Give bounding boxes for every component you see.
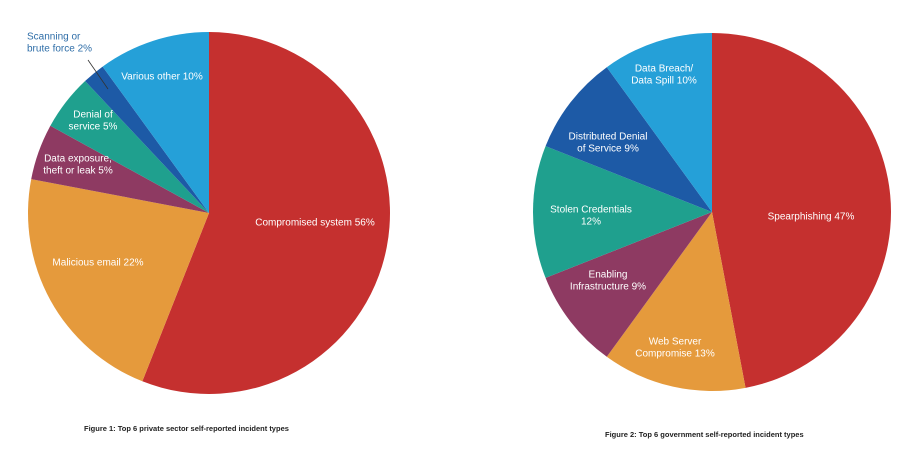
pie-slice-enabling-infrastructure-9	[545, 212, 712, 357]
pie-slice-web-server-compromise-13	[606, 212, 746, 391]
slice-label-data-exposure-theft-or-leak-5: Data exposure, theft or leak 5%	[43, 154, 113, 177]
slice-label-spearphishing-47: Spearphishing 47%	[768, 212, 855, 223]
slice-label-stolen-credentials-12: Stolen Credentials 12%	[550, 205, 632, 228]
figure-2-caption: Figure 2: Top 6 government self-reported…	[605, 430, 804, 439]
slice-label-distributed-denial-of-service-9: Distributed Denial of Service 9%	[569, 132, 648, 155]
pie-slice-compromised-system-56	[142, 32, 390, 394]
pie-slice-distributed-denial-of-service-9	[545, 67, 712, 212]
private-sector-pie-chart: Compromised system 56% Malicious email 22…	[27, 32, 390, 394]
figure-1-caption: Figure 1: Top 6 private sector self-repo…	[84, 424, 289, 433]
pie-slice-scanning-or-brute-force-2	[85, 66, 209, 213]
pie-slice-stolen-credentials-12	[533, 146, 712, 278]
slice-label-enabling-infrastructure-9: Enabling Infrastructure 9%	[570, 270, 646, 293]
slice-label-data-breach-data-spill-10: Data Breach/Data Spill 10%	[631, 64, 697, 87]
pie-slice-denial-of-service-5	[50, 81, 209, 213]
slice-label-denial-of-service-5: Denial of service 5%	[69, 110, 118, 133]
government-pie-chart: Spearphishing 47% Web Server Compromise 13…	[533, 32, 892, 391]
pie-slice-malicious-email-22	[28, 179, 209, 382]
pie-slice-various-other-10	[102, 32, 209, 213]
pie-slice-spearphishing-47	[712, 32, 892, 388]
leader-line	[87, 59, 109, 90]
slice-label-malicious-email-22: Malicious email 22%	[52, 258, 143, 269]
pie-slice-data-breach-data-spill-10	[606, 33, 712, 212]
pie-slice-data-exposure-theft-or-leak-5	[31, 125, 210, 213]
slice-label-compromised-system-56: Compromised system 56%	[255, 218, 375, 229]
slice-label-web-server-compromise-13: Web Server Compromise 13%	[635, 337, 715, 360]
slice-label-various-other-10: Various other 10%	[121, 72, 203, 83]
slice-label-scanning-or-brute-force-2: Scanning or brute force 2%	[27, 32, 92, 55]
